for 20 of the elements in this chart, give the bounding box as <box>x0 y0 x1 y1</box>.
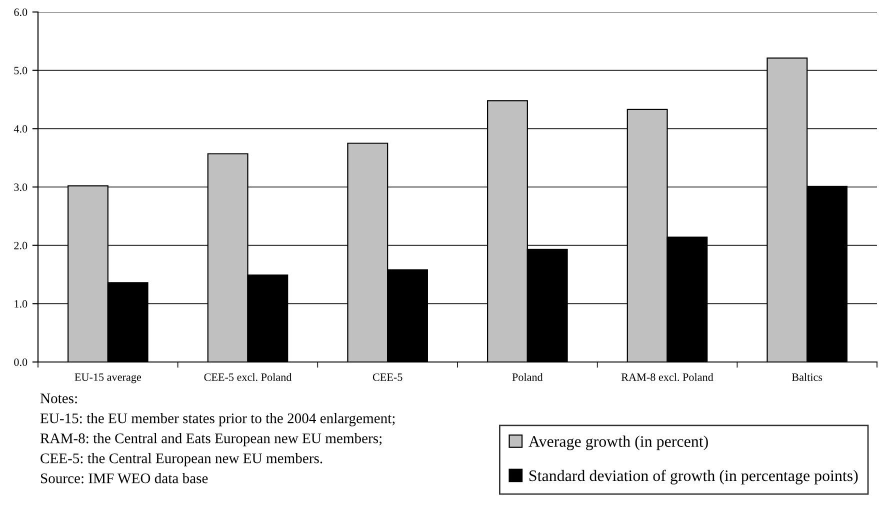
x-tick-label: Baltics <box>792 373 822 381</box>
x-tick-label: CEE-5 excl. Poland <box>204 373 292 381</box>
y-tick-label: 5.0 <box>14 66 28 74</box>
text: EU-15: the EU member states prior to the 2004 enlargement; <box>40 413 395 426</box>
text: CEE-5: the Central European new EU members. <box>40 453 322 466</box>
y-tick-label: 1.0 <box>14 300 28 308</box>
x-tick-label: Poland <box>512 373 543 381</box>
y-tick-label: 0.0 <box>14 358 28 366</box>
y-tick-label: 6.0 <box>14 8 28 16</box>
x-tick-label: CEE-5 <box>372 373 402 381</box>
y-tick-label: 3.0 <box>14 183 28 192</box>
y-tick-label: 2.0 <box>14 242 28 250</box>
source-note: Source: IMF WEO data base <box>40 473 208 484</box>
text: RAM-8: the Central and Eats European new EU members; <box>40 433 382 446</box>
x-tick-label: RAM-8 excl. Poland <box>621 373 714 381</box>
legend-label: Average growth (in percent) <box>528 436 708 450</box>
text: Notes: <box>40 394 77 404</box>
y-tick-label: 4.0 <box>14 125 28 133</box>
x-tick-label: EU-15 average <box>74 373 141 384</box>
legend-label: Standard deviation of growth (in percentage points) <box>530 470 858 484</box>
